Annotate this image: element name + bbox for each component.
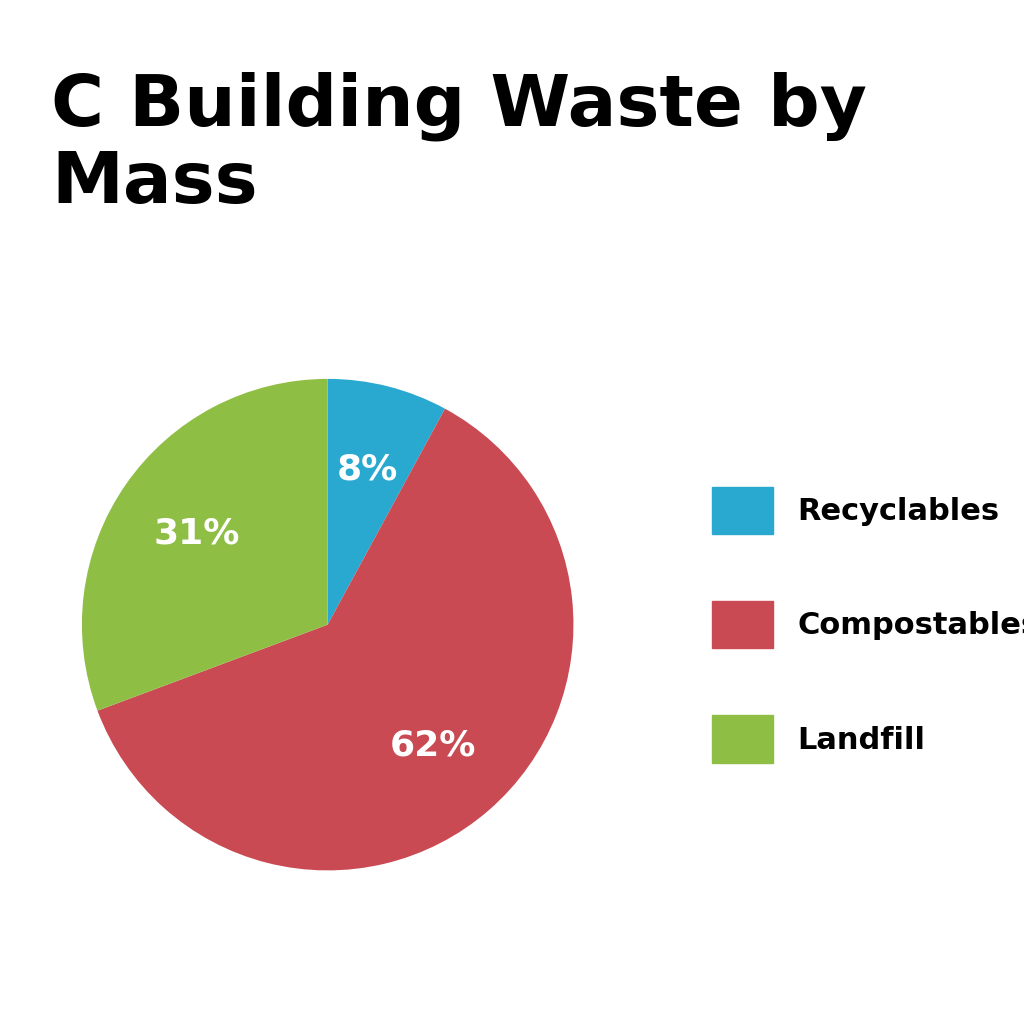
Text: 31%: 31% xyxy=(154,516,240,551)
Text: C Building Waste by
Mass: C Building Waste by Mass xyxy=(51,72,867,218)
Text: 8%: 8% xyxy=(337,453,397,486)
Wedge shape xyxy=(97,409,573,870)
Legend: Recyclables, Compostables, Landfill: Recyclables, Compostables, Landfill xyxy=(699,474,1024,775)
Text: 62%: 62% xyxy=(389,728,476,762)
Wedge shape xyxy=(328,379,445,625)
Wedge shape xyxy=(82,379,328,711)
